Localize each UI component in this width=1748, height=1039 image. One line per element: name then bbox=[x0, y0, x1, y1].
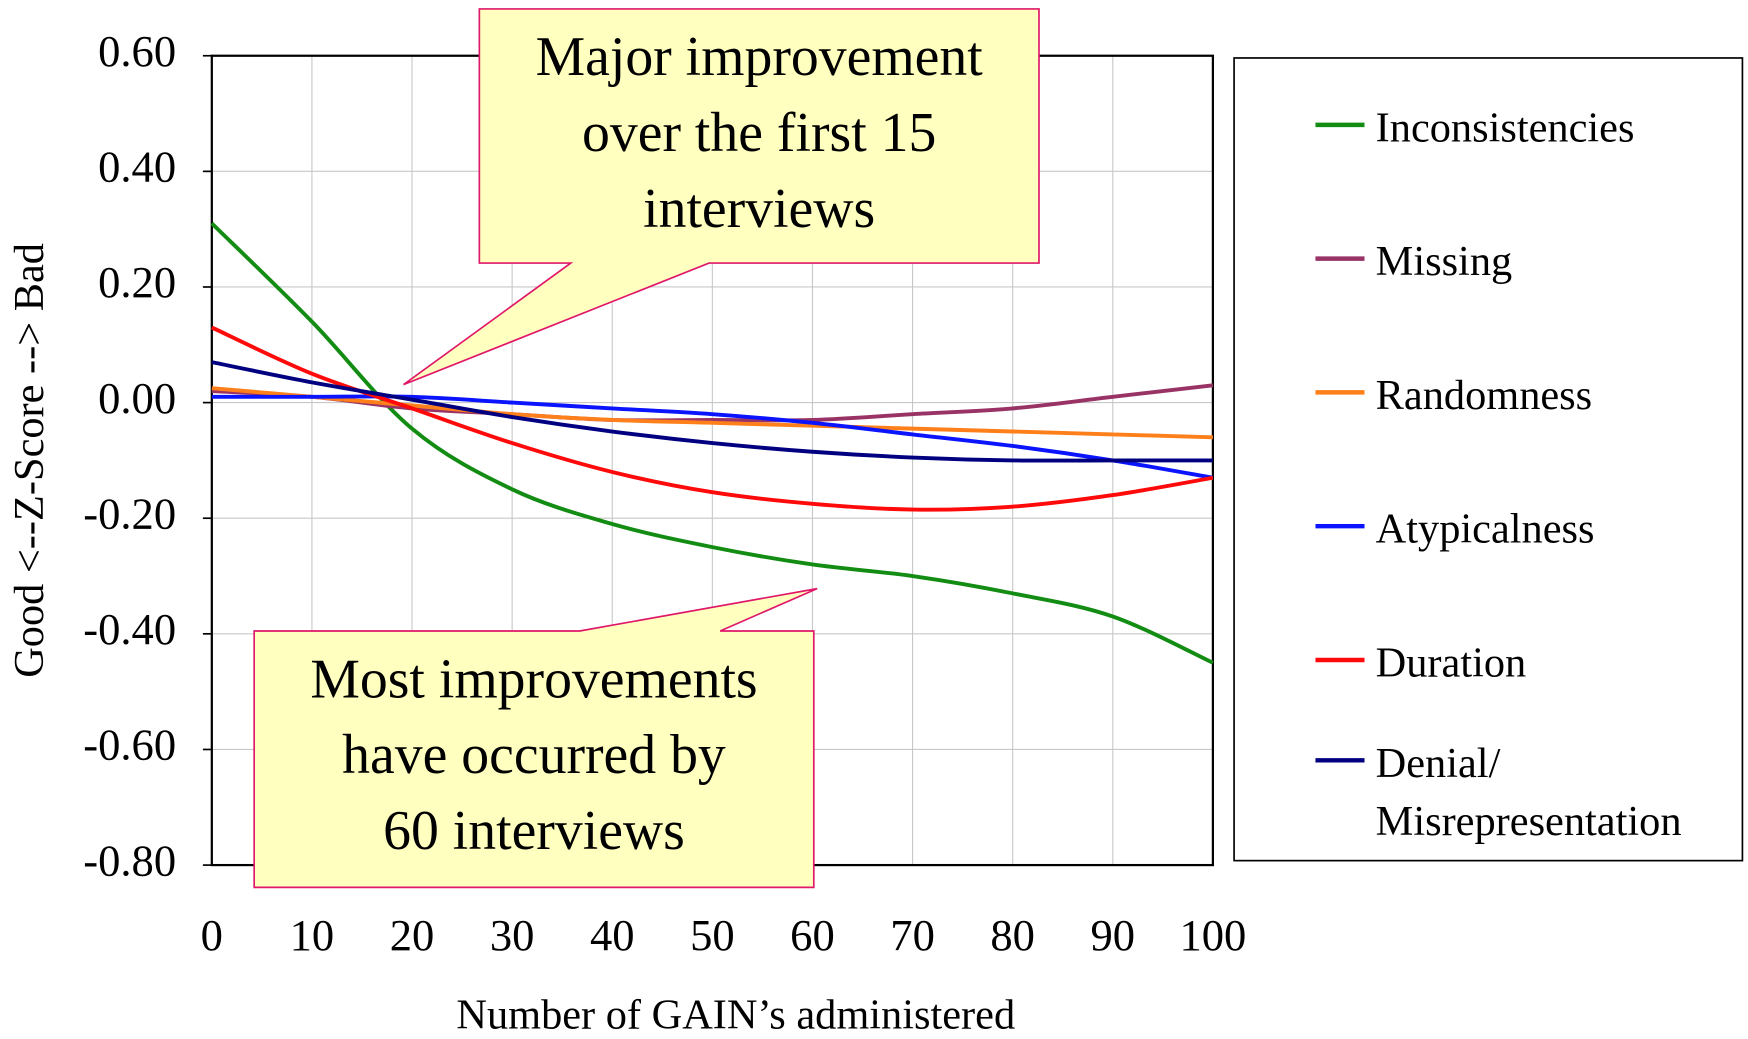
x-tick-label: 90 bbox=[1091, 910, 1136, 960]
series-line bbox=[210, 325, 1214, 512]
annotation-text: Major improvement bbox=[536, 26, 984, 88]
legend-label: Atypicalness bbox=[1376, 506, 1595, 553]
x-axis-title: Number of GAIN’s administered bbox=[456, 992, 1015, 1039]
callout bbox=[253, 587, 818, 889]
x-tick-label: 10 bbox=[290, 910, 335, 960]
x-tick-label: 0 bbox=[201, 910, 223, 960]
annotation-text: have occurred by bbox=[342, 724, 726, 786]
annotation-text: interviews bbox=[643, 178, 875, 240]
x-tick-label: 50 bbox=[690, 910, 735, 960]
series-line bbox=[210, 222, 1214, 665]
y-tick-label: -0.80 bbox=[83, 835, 176, 885]
y-tick-label: -0.40 bbox=[83, 604, 176, 654]
legend-label: Duration bbox=[1376, 639, 1527, 686]
legend-label: Randomness bbox=[1376, 372, 1593, 419]
legend-label: Missing bbox=[1376, 238, 1513, 285]
legend-label: Inconsistencies bbox=[1376, 104, 1635, 151]
y-tick-label: 0.20 bbox=[98, 257, 176, 307]
y-tick-label: -0.20 bbox=[83, 488, 176, 538]
y-tick-label: 0.00 bbox=[98, 373, 176, 423]
x-tick-label: 100 bbox=[1179, 910, 1246, 960]
y-axis-title: Good <--Z-Score --> Bad bbox=[6, 243, 53, 678]
legend-label: Denial/Misrepresentation bbox=[1376, 740, 1682, 845]
annotation-text: 60 interviews bbox=[383, 800, 685, 862]
x-tick-label: 40 bbox=[590, 910, 635, 960]
series-line bbox=[211, 383, 1214, 423]
y-tick-label: 0.60 bbox=[98, 26, 176, 76]
series-line bbox=[211, 360, 1213, 463]
y-tick-label: 0.40 bbox=[98, 142, 176, 192]
x-tick-label: 60 bbox=[790, 910, 835, 960]
annotation-text: Most improvements bbox=[310, 648, 757, 710]
x-tick-label: 80 bbox=[990, 910, 1035, 960]
series-line bbox=[211, 386, 1213, 440]
x-tick-label: 70 bbox=[890, 910, 935, 960]
callout bbox=[403, 8, 1040, 386]
annotation-text: over the first 15 bbox=[582, 102, 936, 164]
x-tick-label: 30 bbox=[490, 910, 535, 960]
x-tick-label: 20 bbox=[390, 910, 435, 960]
legend-box bbox=[1233, 57, 1744, 862]
y-tick-label: -0.60 bbox=[83, 720, 176, 770]
